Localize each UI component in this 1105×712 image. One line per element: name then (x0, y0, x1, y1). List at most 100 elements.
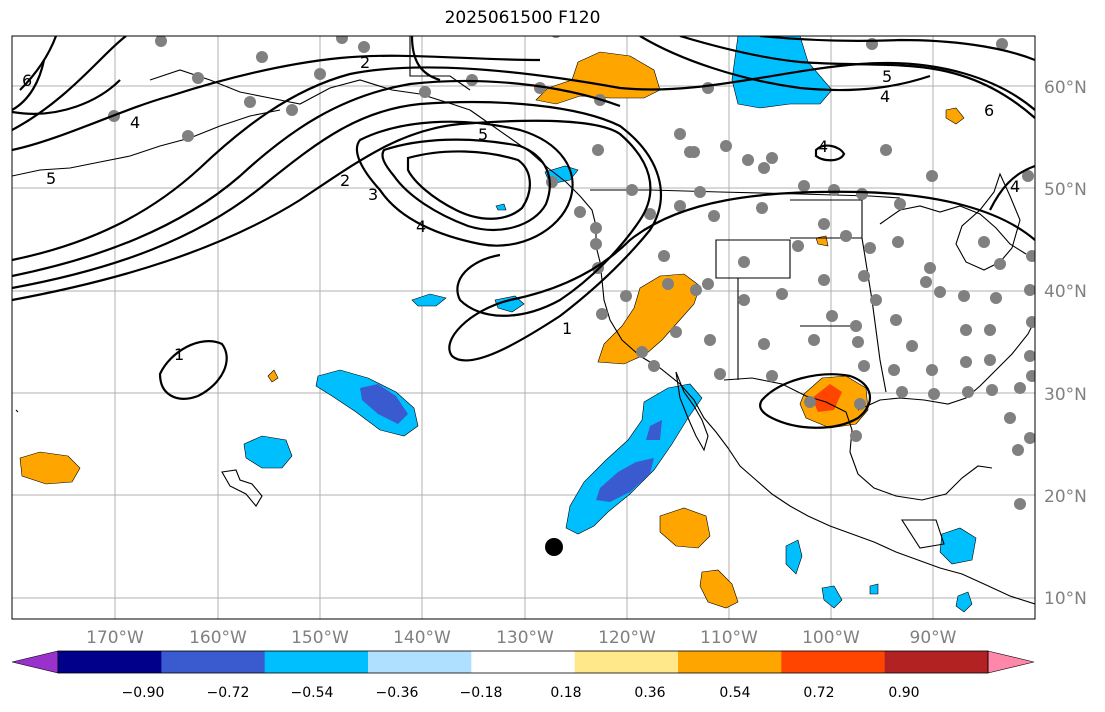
lat-label: 20°N (1044, 487, 1087, 507)
station-dot (1012, 444, 1024, 456)
station-dot (192, 72, 204, 84)
contour-label: 5 (46, 169, 56, 188)
lon-label: 90°W (910, 628, 957, 648)
station-dot (674, 128, 686, 140)
station-dot (636, 346, 648, 358)
gridlines (12, 36, 1035, 619)
anomaly-region (731, 36, 833, 109)
station-dot (720, 140, 732, 152)
colorbar-tick-label: −0.90 (122, 685, 165, 701)
contour-label: 1 (174, 345, 184, 364)
station-dot (688, 146, 700, 158)
anomaly-region (821, 585, 843, 609)
lon-label: 140°W (393, 628, 451, 648)
station-dot (644, 208, 656, 220)
lon-label: 150°W (291, 628, 349, 648)
anomaly-region (267, 369, 279, 383)
station-dot (854, 398, 866, 410)
station-dot (958, 290, 970, 302)
contour-label: 3 (368, 185, 378, 204)
station-dot (818, 274, 830, 286)
lat-label: 30°N (1044, 385, 1087, 405)
contour-label: 4 (1010, 177, 1020, 196)
anomaly-region (597, 273, 701, 365)
anomaly-region (659, 507, 711, 549)
station-dot (896, 386, 908, 398)
colorbar-segment (574, 651, 679, 673)
station-dot (574, 206, 586, 218)
station-dot (894, 198, 906, 210)
colorbar-tick-label: 0.72 (803, 685, 834, 701)
contour-label: 4 (416, 217, 426, 236)
station-dot (826, 310, 838, 322)
lon-label: 170°W (86, 628, 144, 648)
station-dot (864, 242, 876, 254)
lon-label: 100°W (802, 628, 860, 648)
station-dot (592, 144, 604, 156)
contour-labels: 6 4 5 2 2 3 4 5 1 1 4 5 4 6 4 (22, 53, 1020, 364)
station-dot (738, 256, 750, 268)
station-dot (888, 364, 900, 376)
anomaly-region (646, 420, 662, 440)
lon-label: 110°W (700, 628, 758, 648)
colorbar (11, 650, 1035, 674)
colorbar-segment (781, 651, 886, 673)
station-dot (858, 360, 870, 372)
station-dot (994, 258, 1006, 270)
station-dot (792, 240, 804, 252)
station-dot (920, 276, 932, 288)
station-dot (1024, 350, 1035, 362)
station-dot (1004, 412, 1016, 424)
latitude-labels: 60°N 50°N 40°N 30°N 20°N 10°N (1044, 78, 1087, 609)
station-dot (818, 218, 830, 230)
anomaly-region (19, 451, 81, 485)
station-dot (658, 250, 670, 262)
station-dot (336, 36, 348, 44)
lon-label: 120°W (598, 628, 656, 648)
lat-label: 60°N (1044, 78, 1087, 98)
station-dot (1024, 284, 1035, 296)
anomaly-region (495, 203, 507, 211)
station-dot (870, 294, 882, 306)
station-dot (1026, 250, 1035, 262)
station-dot (906, 340, 918, 352)
station-dot (714, 368, 726, 380)
station-dot (880, 144, 892, 156)
colorbar-tick-label: −0.36 (376, 685, 419, 701)
station-dot (996, 38, 1008, 50)
station-dot (986, 384, 998, 396)
station-dot (756, 202, 768, 214)
station-dot (766, 370, 778, 382)
station-dot (850, 320, 862, 332)
colorbar-frame (57, 650, 989, 674)
lat-label: 10°N (1044, 589, 1087, 609)
colorbar-segment (678, 651, 782, 673)
station-dot (702, 278, 714, 290)
lat-label: 40°N (1044, 282, 1087, 302)
colorbar-tick-label: −0.18 (460, 685, 503, 701)
station-dot (286, 104, 298, 116)
anomaly-region (785, 539, 803, 575)
coastlines (12, 36, 1035, 605)
map-title: 2025061500 F120 (444, 8, 601, 28)
station-dot (852, 336, 864, 348)
anomaly-region (869, 583, 879, 595)
station-dot (419, 86, 431, 98)
station-dot (648, 360, 660, 372)
station-dot (1022, 170, 1034, 182)
station-dot (758, 338, 770, 350)
station-dot (850, 430, 862, 442)
station-dot (182, 130, 194, 142)
colorbar-extend-min (11, 650, 59, 674)
station-dot (808, 334, 820, 346)
map-frame (11, 35, 1036, 620)
colorbar-segment (58, 651, 162, 673)
storm-marker (545, 538, 563, 556)
station-dot (590, 238, 602, 250)
colorbar-tick-label: 0.18 (550, 685, 581, 701)
station-dot (990, 292, 1002, 304)
anomaly-region (699, 569, 739, 609)
anomaly-region (360, 384, 408, 424)
contour-label: 2 (360, 53, 370, 72)
